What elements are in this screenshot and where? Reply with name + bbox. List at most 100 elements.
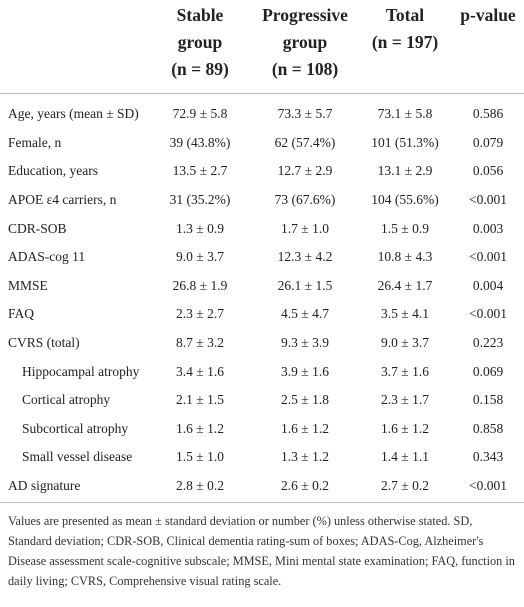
cell: 1.6 ± 1.2 [281, 420, 329, 436]
cell: 3.9 ± 1.6 [281, 363, 329, 379]
cell: 104 (55.6%) [371, 192, 439, 208]
table-row: CDR-SOB 1.3 ± 0.9 1.7 ± 1.0 1.5 ± 0.9 0.003 [0, 214, 524, 243]
header-text: group [282, 32, 328, 52]
header-text: p-value [460, 5, 516, 25]
table-row: APOE ε4 carriers, n 31 (35.2%) 73 (67.6%) 1… [0, 186, 524, 215]
cell: 2.6 ± 0.2 [252, 471, 358, 504]
cell: <0.001 [469, 306, 507, 322]
table-row: Hippocampal atrophy 3.4 ± 1.6 3.9 ± 1.6 3.7… [0, 357, 524, 386]
cell: 101 (51.3%) [371, 134, 439, 150]
table-row: ADAS-cog 11 9.0 ± 3.7 12.3 ± 4.2 10.8 ± 4.3… [0, 243, 524, 272]
cell: 9.0 ± 3.7 [381, 335, 429, 351]
cell: 1.5 ± 1.0 [176, 449, 224, 465]
table-row: Small vessel disease 1.5 ± 1.0 1.3 ± 1.2 1.… [0, 443, 524, 472]
table-row: FAQ 2.3 ± 2.7 4.5 ± 4.7 3.5 ± 4.1 <0.001 [0, 300, 524, 329]
cell: 1.7 ± 1.0 [281, 220, 329, 236]
table-row: Education, years 13.5 ± 2.7 12.7 ± 2.9 13.1… [0, 157, 524, 186]
footnote: Values are presented as mean ± standard … [8, 514, 515, 589]
table-row: Subcortical atrophy 1.6 ± 1.2 1.6 ± 1.2 1.6… [0, 415, 524, 444]
header-text: Progressive [262, 5, 348, 25]
table-row: Age, years (mean ± SD) 72.9 ± 5.8 73.3 ± 5… [0, 94, 524, 129]
table-body: Age, years (mean ± SD) 72.9 ± 5.8 73.3 ± 5… [0, 94, 524, 504]
cell: 72.9 ± 5.8 [172, 106, 228, 122]
cell: 3.7 ± 1.6 [381, 363, 429, 379]
cell: 0.858 [472, 420, 504, 436]
cell: 1.4 ± 1.1 [381, 449, 429, 465]
cell: 2.5 ± 1.8 [281, 392, 329, 408]
cell: 12.7 ± 2.9 [277, 163, 333, 179]
row-label: AD signature [0, 471, 148, 504]
cell: 31 (35.2%) [169, 192, 231, 208]
cell: 10.8 ± 4.3 [377, 249, 433, 265]
header-cell: Total (n = 197) [358, 0, 452, 94]
cell: 73.1 ± 5.8 [377, 106, 433, 122]
table-row: MMSE 26.8 ± 1.9 26.1 ± 1.5 26.4 ± 1.7 0.004 [0, 272, 524, 301]
table-row: AD signature 2.8 ± 0.2 2.6 ± 0.2 2.7 ± 0.2 <… [0, 471, 524, 504]
row-label: APOE ε4 carriers, n [8, 192, 117, 208]
row-label: Hippocampal atrophy [22, 363, 140, 379]
row-label: Education, years [8, 163, 98, 179]
row-label: FAQ [8, 306, 35, 322]
header-cell: Stable group (n = 89) [148, 0, 252, 94]
header-text: Total [385, 5, 425, 25]
cell: 8.7 ± 3.2 [176, 335, 224, 351]
row-label: CDR-SOB [8, 220, 67, 236]
row-label: Female, n [8, 134, 62, 150]
cell: 0.069 [472, 363, 504, 379]
header-cell: Progressive group (n = 108) [252, 0, 358, 94]
cell: 39 (43.8%) [169, 134, 231, 150]
table-row: CVRS (total) 8.7 ± 3.2 9.3 ± 3.9 9.0 ± 3.7 0… [0, 329, 524, 358]
table-row: Female, n 39 (43.8%) 62 (57.4%) 101 (51.3%)… [0, 129, 524, 158]
cell: 3.4 ± 1.6 [176, 363, 224, 379]
cell: 26.4 ± 1.7 [377, 277, 433, 293]
cell: 9.0 ± 3.7 [176, 249, 224, 265]
cell: 13.1 ± 2.9 [377, 163, 433, 179]
cell: 0.158 [472, 392, 504, 408]
cell: 9.3 ± 3.9 [281, 335, 329, 351]
cell: 1.5 ± 0.9 [381, 220, 429, 236]
header-text: Stable [176, 5, 224, 25]
cell: 0.056 [472, 163, 504, 179]
cell: 0.343 [472, 449, 504, 465]
row-label: Cortical atrophy [22, 392, 111, 408]
cell: 3.5 ± 4.1 [381, 306, 429, 322]
header-text: (n = 89) [171, 59, 229, 79]
row-label: Small vessel disease [22, 449, 133, 465]
cell: 2.8 ± 0.2 [148, 471, 252, 504]
cell: 0.223 [472, 335, 504, 351]
cell: 26.8 ± 1.9 [172, 277, 228, 293]
cell: 73.3 ± 5.7 [277, 106, 333, 122]
cell: 1.3 ± 0.9 [176, 220, 224, 236]
cell: 0.079 [472, 134, 504, 150]
header-cell [0, 0, 148, 94]
cell: 1.3 ± 1.2 [281, 449, 329, 465]
cell: 2.3 ± 2.7 [176, 306, 224, 322]
row-label: Subcortical atrophy [22, 420, 129, 436]
header-row: Stable group (n = 89) Progressive group (n = … [0, 0, 524, 94]
cell: 73 (67.6%) [274, 192, 336, 208]
cell: 4.5 ± 4.7 [281, 306, 329, 322]
cell: 12.3 ± 4.2 [277, 249, 333, 265]
cell: 1.6 ± 1.2 [381, 420, 429, 436]
cell: 2.3 ± 1.7 [381, 392, 429, 408]
row-label: CVRS (total) [8, 335, 80, 351]
cell: 26.1 ± 1.5 [277, 277, 333, 293]
cell: 0.003 [472, 220, 504, 236]
row-label: Age, years (mean ± SD) [8, 106, 139, 122]
row-label: MMSE [8, 277, 48, 293]
cell: <0.001 [452, 471, 524, 504]
row-label: ADAS-cog 11 [8, 249, 86, 265]
cell: 13.5 ± 2.7 [172, 163, 228, 179]
cell: 2.1 ± 1.5 [176, 392, 224, 408]
header-text: (n = 108) [271, 59, 339, 79]
cell: 0.004 [472, 277, 504, 293]
cell: 2.7 ± 0.2 [358, 471, 452, 504]
cell: 62 (57.4%) [274, 134, 336, 150]
header-text: group [177, 32, 223, 52]
header-text: (n = 197) [371, 32, 439, 52]
data-table: Stable group (n = 89) Progressive group (n = … [0, 0, 524, 504]
cell: 1.6 ± 1.2 [176, 420, 224, 436]
table-header: Stable group (n = 89) Progressive group (n = … [0, 0, 524, 94]
cell: 0.586 [472, 106, 504, 122]
